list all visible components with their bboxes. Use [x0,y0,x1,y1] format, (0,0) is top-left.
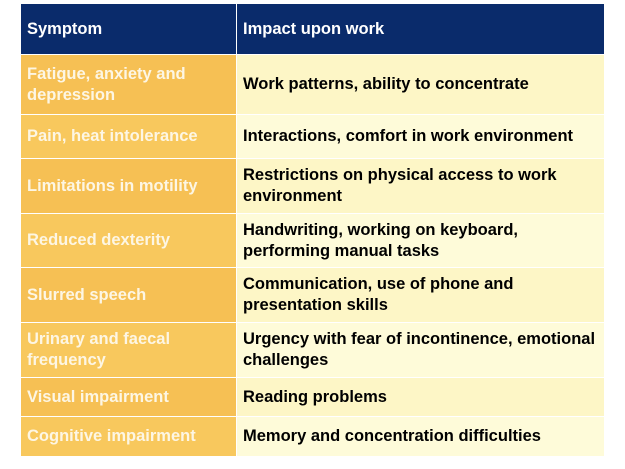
symptom-cell: Cognitive impairment [21,417,237,456]
table-row: Reduced dexterity Handwriting, working o… [21,213,604,267]
table-row: Limitations in motility Restrictions on … [21,158,604,213]
impact-cell: Interactions, comfort in work environmen… [237,115,604,158]
symptom-cell: Reduced dexterity [21,214,237,267]
impact-cell: Restrictions on physical access to work … [237,159,604,213]
impact-cell: Communication, use of phone and presenta… [237,268,604,322]
impact-cell: Urgency with fear of incontinence, emoti… [237,323,604,377]
symptom-cell: Pain, heat intolerance [21,115,237,158]
symptom-cell: Visual impairment [21,378,237,416]
impact-cell: Reading problems [237,378,604,416]
table-row: Cognitive impairment Memory and concentr… [21,416,604,456]
impact-cell: Memory and concentration difficulties [237,417,604,456]
symptom-cell: Limitations in motility [21,159,237,213]
table-header-row: Symptom Impact upon work [21,4,604,54]
symptom-impact-table: Symptom Impact upon work Fatigue, anxiet… [21,4,604,456]
table-body: Fatigue, anxiety and depression Work pat… [21,54,604,456]
symptom-cell: Urinary and faecal frequency [21,323,237,377]
symptom-cell: Fatigue, anxiety and depression [21,55,237,114]
header-symptom: Symptom [21,4,237,54]
impact-cell: Handwriting, working on keyboard, perfor… [237,214,604,267]
table-row: Urinary and faecal frequency Urgency wit… [21,322,604,377]
table-row: Pain, heat intolerance Interactions, com… [21,114,604,158]
impact-cell: Work patterns, ability to concentrate [237,55,604,114]
table-row: Slurred speech Communication, use of pho… [21,267,604,322]
header-impact: Impact upon work [237,4,604,54]
symptom-cell: Slurred speech [21,268,237,322]
table-row: Visual impairment Reading problems [21,377,604,416]
table-row: Fatigue, anxiety and depression Work pat… [21,54,604,114]
